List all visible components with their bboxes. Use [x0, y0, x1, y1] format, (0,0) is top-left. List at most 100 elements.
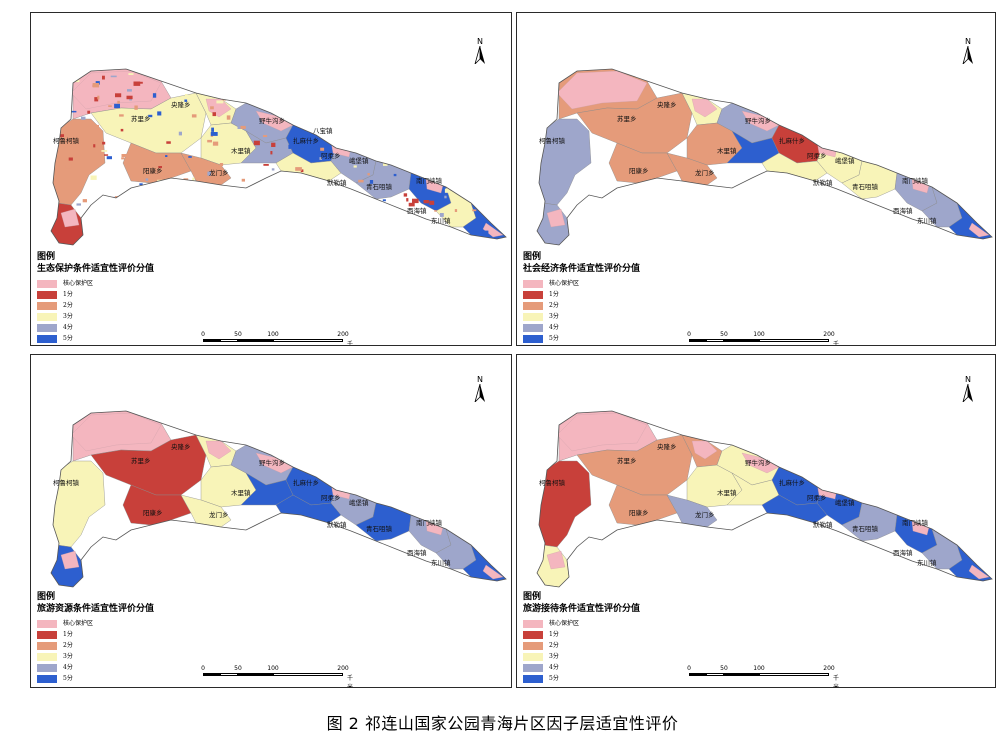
legend-swatch — [523, 279, 543, 288]
scale-segment — [706, 339, 724, 342]
scale-tick-label: 0 — [201, 665, 205, 672]
place-label: 柯鲁柯镇 — [539, 136, 566, 145]
place-label: 木里镇 — [717, 488, 737, 497]
raster-cell — [129, 98, 132, 101]
raster-cell — [408, 202, 415, 207]
core-protection-zone — [482, 564, 504, 580]
legend-swatch — [37, 641, 57, 650]
core-protection-zone — [546, 550, 566, 570]
raster-cell — [263, 135, 268, 137]
raster-cell — [184, 234, 191, 237]
raster-cell — [115, 93, 122, 98]
place-label: 南门峡镇 — [902, 176, 929, 185]
legend-item: 核心保护区 — [37, 278, 154, 289]
raster-cell — [178, 131, 182, 136]
place-label: 苏里乡 — [131, 114, 151, 123]
raster-cell — [146, 203, 152, 207]
raster-cell — [251, 235, 255, 239]
raster-cell — [121, 154, 127, 158]
legend-label: 3分 — [549, 312, 559, 320]
raster-cell — [314, 185, 319, 188]
core-protection-zone — [556, 412, 648, 452]
legend-swatch — [37, 619, 57, 628]
map-region-suli — [90, 434, 207, 496]
place-label: 央隆乡 — [171, 442, 191, 451]
north-arrow-icon — [962, 45, 973, 66]
north-arrow-icon — [474, 45, 485, 66]
place-label: 柯鲁柯镇 — [539, 478, 566, 487]
raster-cell — [145, 178, 149, 181]
legend-label: 4分 — [63, 323, 73, 331]
raster-cell — [120, 128, 124, 132]
raster-cell — [175, 236, 180, 239]
core-protection-zone — [691, 98, 718, 118]
legend-item: 核心保护区 — [37, 618, 154, 629]
raster-cell — [429, 200, 435, 205]
raster-cell — [117, 100, 120, 104]
raster-cell — [397, 237, 403, 241]
legend-label: 核心保护区 — [549, 279, 580, 287]
place-label: 扎麻什乡 — [293, 478, 319, 487]
raster-cell — [263, 164, 269, 166]
scale-segment — [689, 673, 706, 676]
raster-cell — [495, 75, 498, 78]
raster-cell — [445, 153, 449, 157]
legend-header: 图例 — [523, 252, 542, 262]
raster-cell — [273, 78, 279, 82]
raster-cell — [249, 85, 257, 89]
raster-cell — [69, 78, 77, 81]
raster-cell — [439, 213, 444, 217]
map-regions — [537, 411, 992, 587]
raster-cell — [436, 146, 441, 148]
legend-swatch — [523, 290, 543, 299]
scale-bar: 0 50 100 200 千米 — [687, 331, 839, 345]
raster-cell — [187, 234, 193, 237]
north-arrow: N — [961, 375, 975, 404]
map-regions — [51, 411, 506, 587]
raster-cell — [315, 203, 321, 208]
place-label: 央隆乡 — [657, 100, 677, 109]
scale-segment — [220, 673, 238, 676]
legend-header: 图例 — [37, 592, 56, 602]
place-label: 峨堡镇 — [349, 498, 369, 507]
raster-cell — [367, 236, 373, 239]
raster-cell — [180, 73, 186, 77]
place-label: 野牛沟乡 — [259, 116, 285, 125]
legend-item: 3分 — [523, 311, 640, 322]
raster-cell — [488, 118, 492, 122]
raster-cell — [117, 200, 122, 203]
scale-segment — [273, 673, 343, 676]
raster-cell — [161, 195, 167, 199]
raster-cell — [344, 106, 350, 110]
raster-cell — [94, 124, 99, 129]
raster-cell — [436, 154, 443, 158]
scale-segment — [220, 339, 238, 342]
legend-title: 旅游接待条件适宜性评价分值 — [523, 604, 641, 614]
legend-item: 1分 — [523, 629, 640, 640]
raster-cell — [273, 81, 277, 85]
map-region-suli — [576, 92, 693, 154]
legend: 图例 生态保护条件适宜性评价分值 核心保护区 1分 2分 3分 4分 5分 — [37, 251, 154, 344]
raster-cell — [444, 188, 451, 193]
core-protection-zone — [556, 70, 648, 110]
raster-cell — [402, 241, 406, 245]
raster-cell — [444, 195, 447, 199]
place-label: 龙门乡 — [695, 510, 715, 519]
place-label: 扎麻什乡 — [779, 478, 805, 487]
scale-tick-label: 100 — [267, 331, 279, 338]
place-label: 青石咀镇 — [366, 524, 393, 533]
raster-cell — [240, 92, 246, 96]
raster-cell — [254, 198, 259, 203]
raster-cell — [472, 209, 477, 212]
place-label: 野牛沟乡 — [259, 458, 285, 467]
raster-cell — [111, 207, 118, 211]
legend-label: 5分 — [63, 334, 73, 342]
legend-swatch — [37, 630, 57, 639]
raster-cell — [224, 207, 228, 212]
legend-label: 核心保护区 — [63, 279, 94, 287]
map-region-westA — [51, 118, 106, 206]
north-arrow-icon — [474, 383, 485, 404]
raster-cell — [339, 232, 342, 237]
scale-tick-label: 50 — [720, 331, 728, 338]
